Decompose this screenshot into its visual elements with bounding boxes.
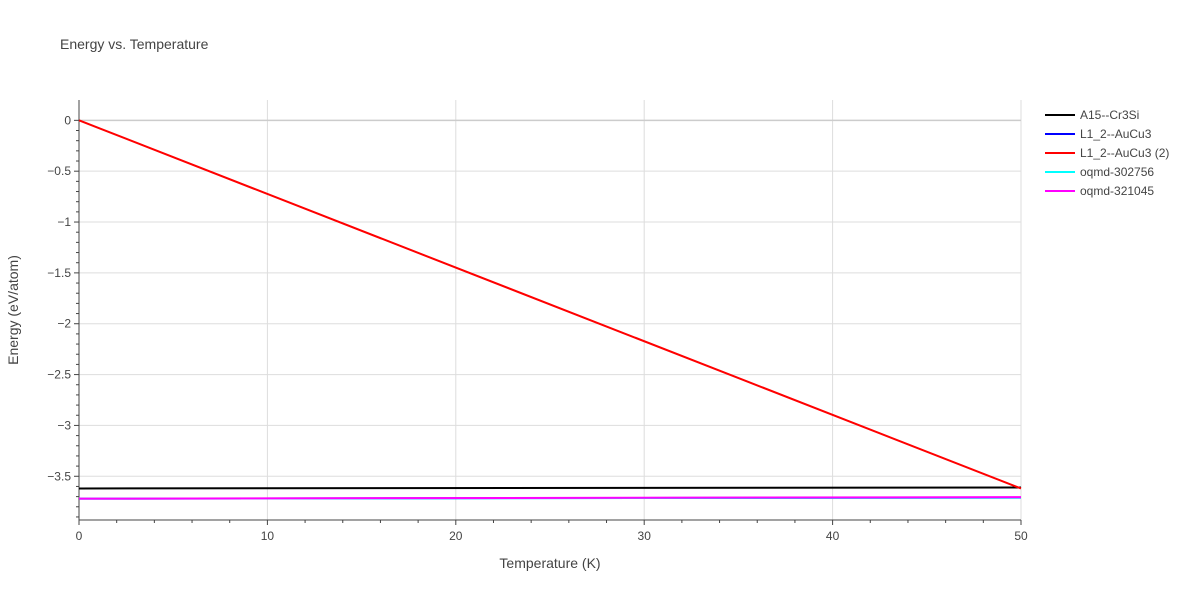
y-tick-label: −2.5 [47, 368, 71, 382]
y-tick-label: −3.5 [47, 469, 71, 483]
chart-title: Energy vs. Temperature [60, 36, 209, 52]
x-tick-label: 0 [76, 529, 83, 543]
legend-item[interactable]: A15--Cr3Si [1045, 108, 1139, 122]
legend-label: L1_2--AuCu3 (2) [1080, 146, 1169, 160]
x-tick-label: 50 [1014, 529, 1028, 543]
x-tick-label: 40 [826, 529, 840, 543]
legend-label: oqmd-321045 [1080, 184, 1154, 198]
axes [74, 100, 1022, 525]
series-line-oqmd-321045 [78, 496, 1022, 500]
legend[interactable]: A15--Cr3Si L1_2--AuCu3 L1_2--AuCu3 (2) oqmd… [1045, 108, 1169, 198]
x-tick-label: 30 [638, 529, 652, 543]
legend-item[interactable]: L1_2--AuCu3 [1045, 127, 1152, 141]
x-tick-label: 10 [261, 529, 275, 543]
y-tick-label: −0.5 [47, 164, 71, 178]
legend-item[interactable]: oqmd-321045 [1045, 184, 1154, 198]
series-line-L1_2--AuCu3 (2) [78, 119, 1022, 490]
legend-label: oqmd-302756 [1080, 165, 1154, 179]
legend-label: L1_2--AuCu3 [1080, 127, 1152, 141]
y-axis-title: Energy (eV/atom) [5, 255, 21, 365]
y-tick-label: −1 [57, 215, 71, 229]
legend-item[interactable]: oqmd-302756 [1045, 165, 1154, 179]
legend-label: A15--Cr3Si [1080, 108, 1139, 122]
tick-labels: 0 10 20 30 40 50 0 −0.5 −1 −1.5 −2 −2.5 −3 −3.5 [47, 113, 1028, 543]
y-tick-label: −2 [57, 317, 71, 331]
series-lines [78, 119, 1022, 500]
x-axis-title: Temperature (K) [499, 555, 600, 571]
grid [79, 100, 1022, 520]
legend-item[interactable]: L1_2--AuCu3 (2) [1045, 146, 1169, 160]
x-tick-label: 20 [449, 529, 463, 543]
y-tick-label: 0 [64, 113, 71, 127]
series-line-A15--Cr3Si [78, 486, 1022, 490]
y-tick-label: −3 [57, 418, 71, 432]
y-tick-label: −1.5 [47, 266, 71, 280]
